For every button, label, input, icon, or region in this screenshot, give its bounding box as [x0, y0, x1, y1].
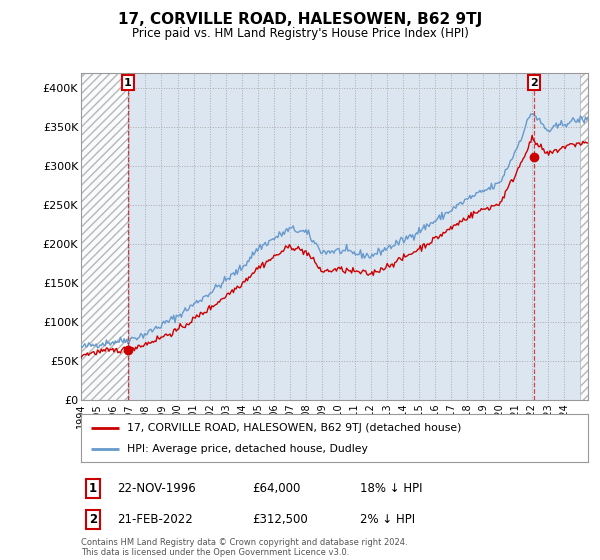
Text: 2: 2 [530, 78, 538, 88]
Text: 2% ↓ HPI: 2% ↓ HPI [360, 513, 415, 526]
Text: Contains HM Land Registry data © Crown copyright and database right 2024.
This d: Contains HM Land Registry data © Crown c… [81, 538, 407, 557]
Bar [580, 73, 588, 400]
Text: 17, CORVILLE ROAD, HALESOWEN, B62 9TJ (detached house): 17, CORVILLE ROAD, HALESOWEN, B62 9TJ (d… [127, 423, 461, 433]
Text: Price paid vs. HM Land Registry's House Price Index (HPI): Price paid vs. HM Land Registry's House … [131, 27, 469, 40]
Text: £312,500: £312,500 [252, 513, 308, 526]
Text: HPI: Average price, detached house, Dudley: HPI: Average price, detached house, Dudl… [127, 444, 368, 454]
Bar [81, 73, 128, 400]
Text: 17, CORVILLE ROAD, HALESOWEN, B62 9TJ: 17, CORVILLE ROAD, HALESOWEN, B62 9TJ [118, 12, 482, 27]
Text: 1: 1 [89, 482, 97, 496]
Text: 2: 2 [89, 513, 97, 526]
Text: 1: 1 [124, 78, 131, 88]
Text: £64,000: £64,000 [252, 482, 301, 496]
Text: 22-NOV-1996: 22-NOV-1996 [117, 482, 196, 496]
Text: 21-FEB-2022: 21-FEB-2022 [117, 513, 193, 526]
Text: 18% ↓ HPI: 18% ↓ HPI [360, 482, 422, 496]
